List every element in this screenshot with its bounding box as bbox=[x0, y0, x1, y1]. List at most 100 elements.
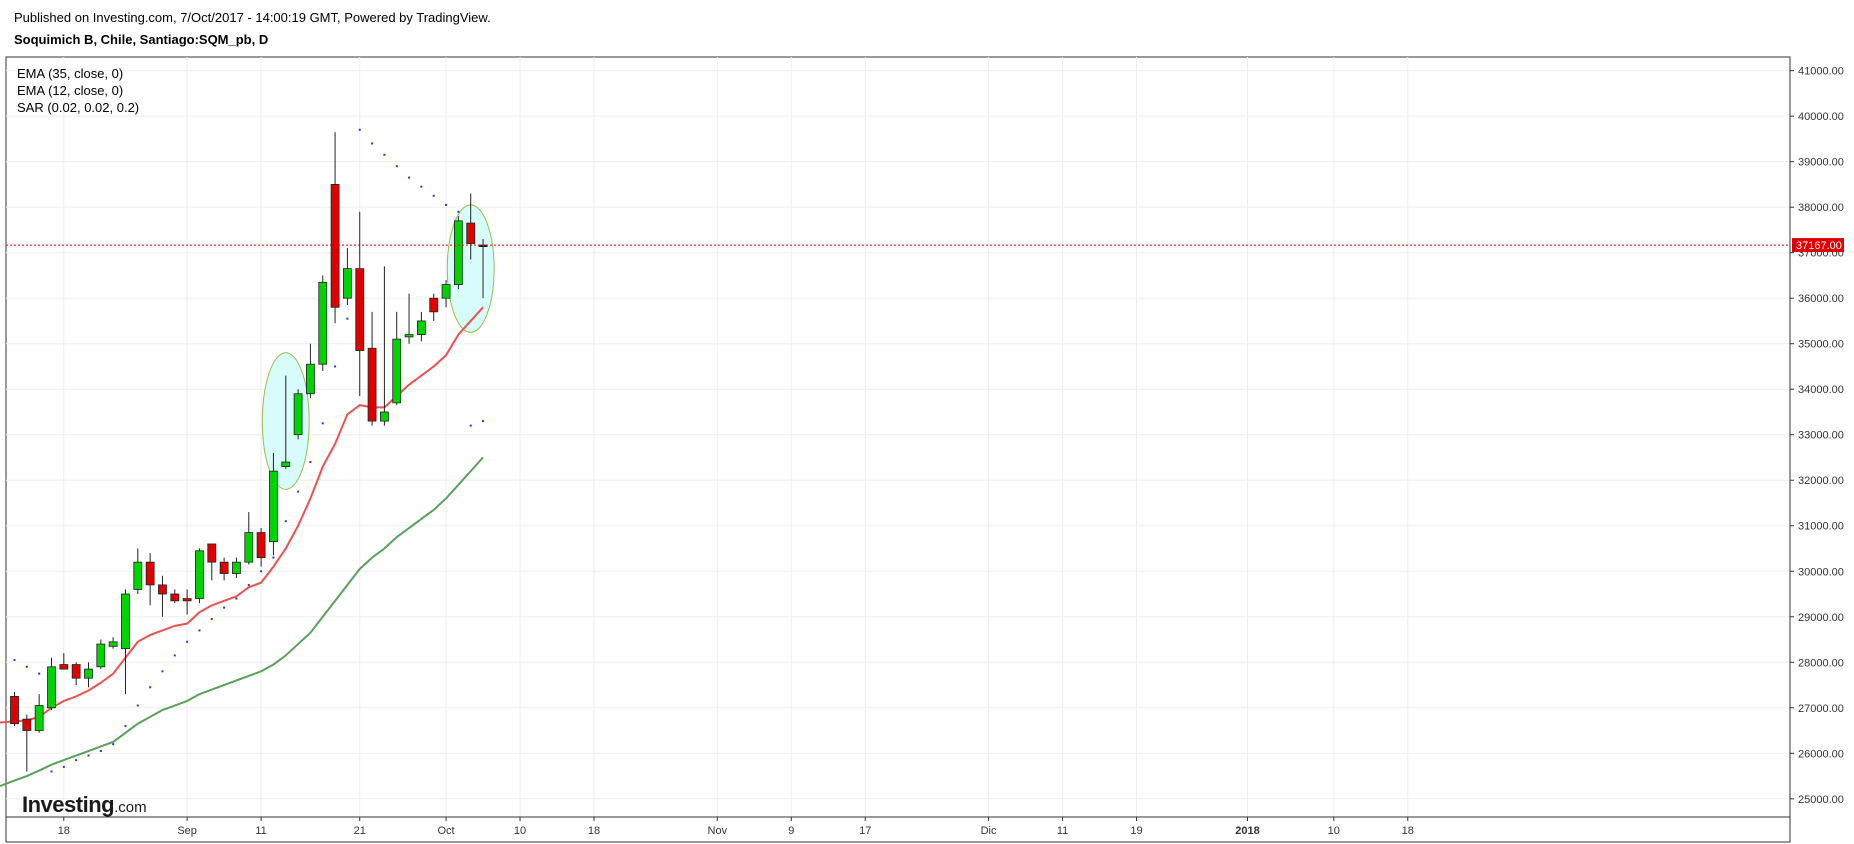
x-tick-label: 10 bbox=[514, 825, 526, 837]
candle-body bbox=[330, 184, 340, 308]
logo-suffix: .com bbox=[114, 799, 147, 816]
sar-point bbox=[13, 658, 16, 661]
sar-point bbox=[358, 128, 361, 131]
y-tick-label: 39000.00 bbox=[1798, 157, 1844, 169]
candle bbox=[195, 548, 204, 604]
x-tick-label: 18 bbox=[588, 825, 600, 837]
logo-text: Investing bbox=[22, 792, 115, 817]
candle-body bbox=[145, 561, 155, 586]
sar-point bbox=[457, 210, 460, 213]
candle-body bbox=[367, 347, 377, 422]
sar-point bbox=[149, 686, 152, 689]
candle-body bbox=[121, 593, 130, 650]
candle bbox=[232, 557, 241, 579]
candle bbox=[392, 311, 402, 406]
candle bbox=[355, 211, 365, 397]
candle-body bbox=[281, 461, 291, 467]
sar-point bbox=[371, 142, 374, 145]
sar-point bbox=[186, 640, 189, 643]
candle-body bbox=[416, 320, 426, 336]
sar-point bbox=[99, 750, 102, 753]
sar-point bbox=[210, 618, 213, 621]
sar-point bbox=[136, 704, 139, 707]
candle bbox=[170, 589, 180, 604]
candle bbox=[367, 311, 377, 426]
legend-sar[interactable]: SAR (0.02, 0.02, 0.2) bbox=[17, 100, 140, 115]
x-tick-label: Nov bbox=[708, 825, 728, 837]
sar-point bbox=[235, 597, 238, 600]
candle bbox=[453, 216, 463, 290]
candle-body bbox=[244, 532, 254, 563]
sar-point bbox=[38, 672, 41, 675]
sar-point bbox=[408, 176, 411, 179]
y-tick-label: 27000.00 bbox=[1798, 703, 1844, 715]
candle-body bbox=[96, 643, 106, 668]
sar-point bbox=[272, 556, 275, 559]
investing-logo: Investing.com bbox=[22, 792, 147, 818]
candle bbox=[96, 639, 106, 670]
x-tick-label: 17 bbox=[859, 825, 871, 837]
last-price-box bbox=[1792, 238, 1844, 253]
y-tick-label: 34000.00 bbox=[1798, 384, 1844, 396]
candle bbox=[244, 512, 254, 565]
candle bbox=[34, 694, 44, 733]
y-tick-label: 32000.00 bbox=[1798, 475, 1844, 487]
x-axis[interactable]: 18 Sep 11 21 Oct 10 18 Nov 9 17 Dic 11 19 2018 10 18 bbox=[58, 817, 1414, 837]
candle bbox=[318, 275, 328, 372]
ema12-series bbox=[0, 306, 484, 724]
symbol-title: Soquimich B, Chile, Santiago:SQM_pb, D bbox=[14, 32, 269, 47]
candle bbox=[441, 279, 451, 308]
last-price-label: 37167.00 bbox=[1796, 240, 1842, 252]
candle-body bbox=[379, 411, 389, 422]
candle-body bbox=[232, 561, 241, 574]
candle-body bbox=[133, 561, 143, 590]
candle bbox=[22, 714, 32, 772]
candle-body bbox=[293, 393, 303, 436]
candle bbox=[429, 293, 439, 321]
x-tick-label: 11 bbox=[1057, 825, 1068, 837]
y-tick-label: 36000.00 bbox=[1798, 293, 1844, 305]
sar-point bbox=[25, 665, 28, 668]
x-tick-label: 11 bbox=[255, 825, 266, 837]
candle-body bbox=[306, 363, 315, 395]
last-price-tag: 37167.00 bbox=[1792, 238, 1844, 253]
candle-body bbox=[170, 593, 180, 602]
sar-point bbox=[87, 754, 90, 757]
candle-body bbox=[47, 666, 56, 709]
candle bbox=[219, 557, 229, 581]
candle bbox=[306, 343, 315, 399]
sar-point bbox=[284, 520, 287, 523]
sar-point bbox=[383, 153, 386, 156]
candle-body bbox=[108, 641, 118, 647]
candle bbox=[269, 452, 278, 556]
candle-body bbox=[84, 668, 93, 679]
x-tick-label: 9 bbox=[788, 825, 794, 837]
sar-point bbox=[50, 770, 53, 773]
sar-point bbox=[112, 743, 115, 746]
candle-body bbox=[466, 222, 476, 244]
sar-point bbox=[469, 424, 472, 427]
y-tick-label: 38000.00 bbox=[1798, 202, 1844, 214]
candle bbox=[293, 389, 303, 440]
sar-series bbox=[13, 128, 485, 773]
candle bbox=[158, 575, 167, 617]
sar-point bbox=[420, 185, 423, 188]
candle-body bbox=[355, 268, 365, 351]
y-axis[interactable]: 25000.00 26000.00 27000.00 28000.00 29000.00… bbox=[1790, 66, 1844, 806]
indicator-legend: EMA (35, close, 0) EMA (12, close, 0) SA… bbox=[17, 65, 139, 116]
y-tick-label: 28000.00 bbox=[1798, 657, 1844, 669]
published-info: Published on Investing.com, 7/Oct/2017 -… bbox=[14, 10, 491, 25]
candle bbox=[379, 266, 389, 426]
y-tick-label: 41000.00 bbox=[1798, 66, 1844, 78]
legend-ema12[interactable]: EMA (12, close, 0) bbox=[17, 83, 124, 98]
x-tick-label: 21 bbox=[354, 825, 366, 837]
candle-body bbox=[22, 718, 32, 731]
candle-body bbox=[207, 543, 217, 563]
candle-body bbox=[34, 705, 44, 731]
y-tick-label: 26000.00 bbox=[1798, 748, 1844, 760]
x-tick-label: 18 bbox=[1402, 825, 1414, 837]
sar-point bbox=[432, 194, 435, 197]
x-tick-label: 2018 bbox=[1235, 825, 1259, 837]
legend-ema35[interactable]: EMA (35, close, 0) bbox=[17, 66, 124, 81]
